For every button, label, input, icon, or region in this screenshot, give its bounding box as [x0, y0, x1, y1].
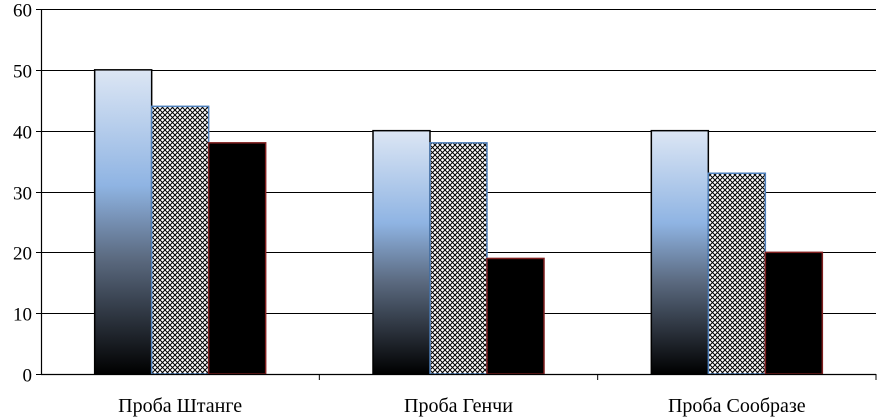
y-axis-tick-labels: 0 10 20 30 40 50 60 — [13, 1, 32, 387]
y-tick-label-30: 30 — [13, 184, 32, 205]
x-axis-category-labels: Проба Штанге Проба Генчи Проба Сообразе — [118, 395, 806, 417]
y-tick-label-10: 10 — [13, 305, 32, 326]
bars — [93, 69, 824, 375]
bar-2-series-2 — [429, 142, 488, 375]
bar-3-series-2 — [707, 172, 767, 375]
axes — [36, 9, 877, 380]
bar-3-series-1 — [650, 129, 710, 375]
bar-2-series-1 — [372, 129, 431, 375]
y-tick-label-0: 0 — [23, 366, 33, 387]
x-category-label-2: Проба Генчи — [404, 395, 513, 417]
bar-1-series-1 — [93, 69, 153, 375]
y-tick-label-60: 60 — [13, 1, 32, 22]
bar-1-series-2 — [150, 105, 210, 375]
bar-2-series-3 — [486, 257, 545, 375]
y-tick-label-50: 50 — [13, 62, 32, 83]
bar-1-series-3 — [207, 142, 267, 375]
x-category-label-1: Проба Штанге — [118, 395, 242, 417]
y-tick-label-20: 20 — [13, 244, 32, 265]
y-tick-label-40: 40 — [13, 123, 32, 144]
x-category-label-3: Проба Сообразе — [668, 395, 806, 417]
bar-3-series-3 — [764, 251, 824, 375]
